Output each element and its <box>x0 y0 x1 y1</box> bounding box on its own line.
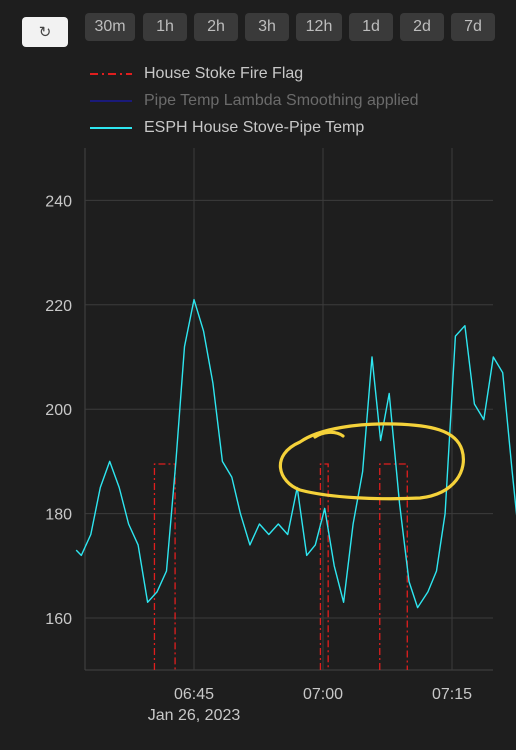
legend-item-stoke-fire-flag[interactable]: House Stoke Fire Flag <box>90 60 419 87</box>
stoke-flag-pulse <box>379 463 408 670</box>
range-12h-button[interactable]: 12h <box>296 13 342 41</box>
legend-item-lambda-smoothing[interactable]: Pipe Temp Lambda Smoothing applied <box>90 87 419 114</box>
y-tick-label: 160 <box>45 611 72 628</box>
solid-line-icon <box>90 126 132 129</box>
chart-legend: House Stoke Fire Flag Pipe Temp Lambda S… <box>90 60 419 141</box>
range-7d-button[interactable]: 7d <box>451 13 495 41</box>
y-tick-label: 220 <box>45 298 72 315</box>
y-tick-label: 200 <box>45 402 72 419</box>
range-2h-button[interactable]: 2h <box>194 13 238 41</box>
stoke-flag-pulse <box>319 463 329 670</box>
refresh-button[interactable]: ↻ <box>22 17 68 47</box>
x-tick-label: 06:45 <box>174 686 214 703</box>
refresh-icon: ↻ <box>38 24 52 41</box>
range-1d-button[interactable]: 1d <box>349 13 393 41</box>
x-date-label: Jan 26, 2023 <box>148 707 241 724</box>
legend-label: Pipe Temp Lambda Smoothing applied <box>144 91 419 109</box>
annotation-circle <box>278 422 465 501</box>
x-tick-label: 07:15 <box>432 686 472 703</box>
y-tick-label: 180 <box>45 507 72 524</box>
time-range-toolbar: ↻ 30m 1h 2h 3h 12h 1d 2d 7d <box>0 0 516 56</box>
range-2d-button[interactable]: 2d <box>400 13 444 41</box>
y-tick-label: 240 <box>45 193 72 210</box>
legend-item-stove-pipe-temp[interactable]: ESPH House Stove-Pipe Temp <box>90 114 419 141</box>
legend-label: ESPH House Stove-Pipe Temp <box>144 118 365 136</box>
range-3h-button[interactable]: 3h <box>245 13 289 41</box>
range-1h-button[interactable]: 1h <box>143 13 187 41</box>
x-tick-label: 07:00 <box>303 686 343 703</box>
dashdot-line-icon <box>90 72 132 75</box>
solid-line-icon <box>90 99 132 102</box>
stoke-flag-pulse <box>153 463 176 670</box>
legend-label: House Stoke Fire Flag <box>144 64 304 82</box>
stove-pipe-temp-line <box>75 298 516 609</box>
range-30m-button[interactable]: 30m <box>85 13 135 41</box>
